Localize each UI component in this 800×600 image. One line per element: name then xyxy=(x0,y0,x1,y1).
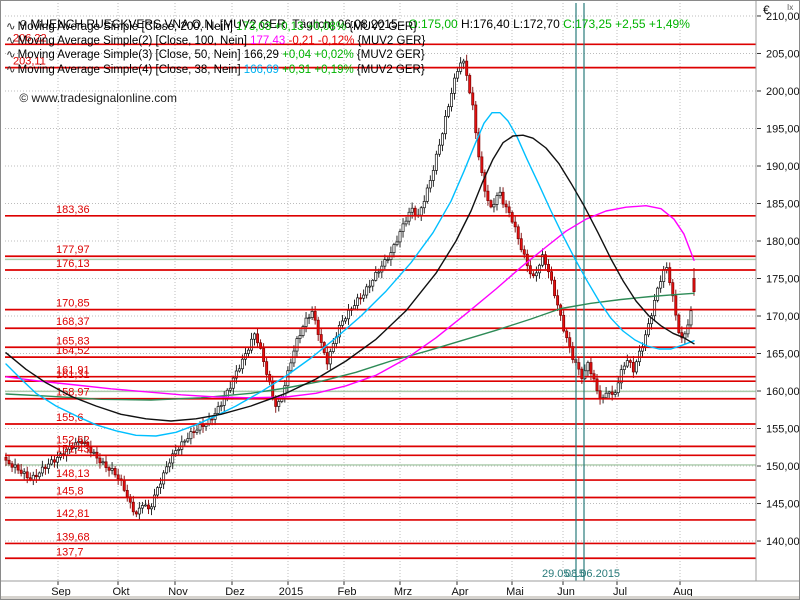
date-marker-label: 29.05.15 xyxy=(542,568,585,580)
y-axis-label: 205,00 xyxy=(766,48,800,60)
price-level-label: 142,81 xyxy=(56,508,90,520)
x-axis-label: Feb xyxy=(338,586,357,598)
x-axis-label: Apr xyxy=(451,586,468,598)
legend-symbol: {MUV2 GER} xyxy=(357,35,426,48)
y-axis-label: 160,00 xyxy=(766,386,800,398)
x-axis-label: Mai xyxy=(506,586,524,598)
price-level-label: 168,37 xyxy=(56,316,90,328)
x-axis-label: Dez xyxy=(225,586,245,598)
legend-label: Moving Average Simple(3) [Close, 50, Nei… xyxy=(17,49,244,62)
price-level-label: 170,85 xyxy=(56,298,90,310)
legend-row-sma[interactable]: ∿ Moving Average Simple(2) [Close, 100, N… xyxy=(6,33,425,47)
x-axis-label: Nov xyxy=(168,586,188,598)
y-axis-label: 180,00 xyxy=(766,236,800,248)
price-level-label: 183,36 xyxy=(56,204,90,216)
price-level-label: 161,31 xyxy=(56,369,90,381)
legend-change: -0,21 -0,12% xyxy=(285,35,358,48)
price-level-label: 139,68 xyxy=(56,531,90,543)
copyright-icon: © xyxy=(19,91,29,105)
price-level-label: 206,22 xyxy=(13,32,47,44)
legend-row-sma[interactable]: ∿ Moving Average Simple(3) [Close, 50, Ne… xyxy=(6,47,425,61)
price-level-label: 148,13 xyxy=(56,468,90,480)
legend-change: +0,31 +0,19% xyxy=(278,63,357,76)
price-level-label: 158,97 xyxy=(56,387,90,399)
ma-line-sma-200 xyxy=(5,292,695,401)
y-axis-label: 175,00 xyxy=(766,273,800,285)
price-level-label: 145,8 xyxy=(56,486,84,498)
legend-value: 173,03 xyxy=(236,21,272,33)
y-axis-label: 145,00 xyxy=(766,499,800,511)
y-axis-label: 185,00 xyxy=(766,198,800,210)
x-axis-label: 2015 xyxy=(279,586,303,598)
legend-row-sma[interactable]: ∿ Moving Average Simple [Close, 200, Nein… xyxy=(6,19,417,33)
ma-line-sma-50 xyxy=(5,134,695,422)
x-axis-label: Okt xyxy=(112,586,129,598)
y-axis-label: 170,00 xyxy=(766,311,800,323)
legend-label: Moving Average Simple(4) [Close, 38, Nei… xyxy=(17,63,244,76)
y-axis-label: 150,00 xyxy=(766,461,800,473)
price-level-label: 164,52 xyxy=(56,345,90,357)
legend-symbol: {MUV2 GER} xyxy=(356,49,425,62)
wave-icon: ∿ xyxy=(6,35,16,48)
header-segment: MUENCH RUECKVERS.VNA O.N. [MUV2 GER Tägl… xyxy=(30,17,409,31)
y-axis-label: 140,00 xyxy=(766,536,800,548)
corner-glyph: Ix xyxy=(787,3,793,12)
legend-change: +0,04 +0,02% xyxy=(278,49,357,62)
header-segment: O:175,00 xyxy=(408,17,462,31)
price-level-label: 177,97 xyxy=(56,244,90,256)
y-axis-label: 210,00 xyxy=(766,11,800,23)
price-level-label: 151,43 xyxy=(56,443,90,455)
legend-value: 166,69 xyxy=(243,63,279,76)
legend-symbol: {MUV2 GER} xyxy=(349,21,417,33)
price-level-label: 203,11 xyxy=(13,56,46,68)
y-axis-label: 165,00 xyxy=(766,349,800,361)
x-axis-label: Jun xyxy=(557,586,575,598)
legend-symbol: {MUV2 GER} xyxy=(356,63,425,76)
chart-header: ⚲ MUENCH RUECKVERS.VNA O.N. [MUV2 GER Täg… xyxy=(6,3,690,45)
y-axis-label: 190,00 xyxy=(766,161,800,173)
header-quote-text: MUENCH RUECKVERS.VNA O.N. [MUV2 GER Tägl… xyxy=(30,17,690,31)
wave-icon: ∿ xyxy=(6,49,16,62)
header-segment: C:173,25 +2,55 +1,49% xyxy=(563,17,690,31)
legend-label: Moving Average Simple(2) [Close, 100, Ne… xyxy=(17,35,251,48)
y-axis-label: 155,00 xyxy=(766,424,800,436)
legend-label: Moving Average Simple [Close, 200, Nein] xyxy=(17,21,237,33)
y-axis-label: 200,00 xyxy=(766,86,800,98)
x-axis-label: Sep xyxy=(51,586,71,598)
window-bottom-edge xyxy=(1,596,799,599)
price-level-label: 165,83 xyxy=(56,335,90,347)
legend-value: 177,43 xyxy=(250,35,286,48)
legend-change: +0,13 +0,08% xyxy=(271,21,350,33)
y-axis-label: 195,00 xyxy=(766,123,800,135)
legend-row-sma[interactable]: ∿ Moving Average Simple(4) [Close, 38, Ne… xyxy=(6,62,425,76)
price-level-label: 137,7 xyxy=(56,546,84,558)
price-level-label: 152,62 xyxy=(56,434,90,446)
ma-line-sma-100 xyxy=(5,204,695,399)
x-axis-label: Mrz xyxy=(394,586,412,598)
header-segment: H:176,40 L:172,70 xyxy=(461,17,564,31)
legend-value: 166,29 xyxy=(243,49,279,62)
x-axis-label: Aug xyxy=(673,586,693,598)
price-level-label: 176,13 xyxy=(56,258,90,270)
copyright-label: © www.tradesignalonline.com xyxy=(6,77,177,119)
date-marker-label: 08.06.2015 xyxy=(565,568,620,580)
ma-line-sma-38 xyxy=(5,111,695,437)
x-axis-label: Jul xyxy=(613,586,627,598)
price-level-label: 155,6 xyxy=(56,412,84,424)
price-level-label: 161,91 xyxy=(56,365,90,377)
copyright-text: www.tradesignalonline.com xyxy=(31,91,177,105)
pin-icon[interactable]: ⚲ xyxy=(19,19,28,31)
currency-label: € xyxy=(763,3,770,17)
wave-icon: ∿ xyxy=(6,63,16,76)
wave-icon: ∿ xyxy=(6,21,16,33)
